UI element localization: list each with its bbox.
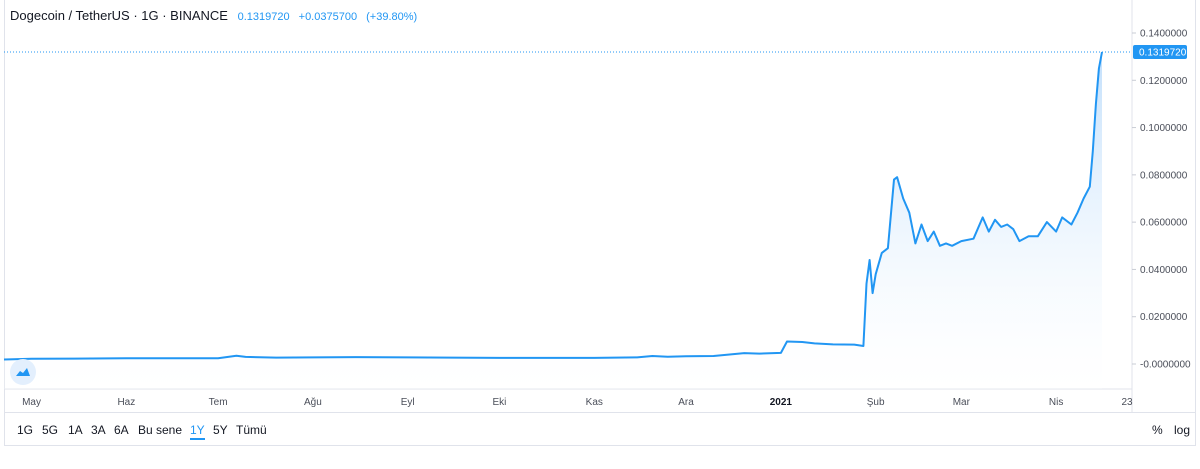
x-tick-label: Haz [117,397,135,408]
range-1a[interactable]: 1A [68,423,83,437]
change-percent: (+39.80%) [366,11,418,23]
range-toolbar: 1G 5G 1A 3A 6A Bu sene 1Y 5Y Tümü % log [4,412,1196,446]
price-area [4,52,1102,389]
x-tick-label: Ara [678,397,694,408]
tradingview-cloud-icon[interactable] [10,359,36,385]
y-tick-label: 0.1200000 [1140,76,1188,87]
x-tick-label: Kas [586,397,603,408]
chart-frame [4,0,1196,446]
percent-scale-button[interactable]: % [1152,423,1163,437]
x-tick-label: Eki [493,397,507,408]
change-value: +0.0375700 [298,11,358,23]
price-line [3,51,1103,361]
range-tumu[interactable]: Tümü [236,423,267,437]
last-value: 0.1319720 [237,11,290,23]
x-tick-label: Eyl [401,397,415,408]
time-axis[interactable]: May Haz Tem Ağu Eyl Eki Kas Ara 2021 Şub Mar Nis 23 [22,397,1133,408]
x-tick-label: 23 [1121,397,1133,408]
y-tick-label: -0.0000000 [1140,360,1191,371]
log-scale-button[interactable]: log [1174,423,1191,437]
price-axis[interactable]: 0.1400000 0.1200000 0.1000000 0.0800000 0.06… [1132,29,1191,371]
symbol-legend: Dogecoin / TetherUS · 1G · BINANCE 0.131… [10,8,423,23]
y-tick-label: 0.0800000 [1140,170,1188,181]
y-tick-label: 0.0400000 [1140,265,1188,276]
x-tick-label: Nis [1049,397,1063,408]
range-5y[interactable]: 5Y [213,423,228,437]
range-1y[interactable]: 1Y [190,423,205,440]
x-tick-label: Tem [209,397,228,408]
x-tick-label: Ağu [304,397,322,408]
range-3a[interactable]: 3A [91,423,106,437]
last-price-tag-text: 0.1319720 [1139,47,1187,58]
last-price-tag: 0.1319720 [1133,44,1187,59]
y-tick-label: 0.1000000 [1140,123,1188,134]
range-bu-sene[interactable]: Bu sene [138,423,183,437]
range-6a[interactable]: 6A [114,423,129,437]
range-1g[interactable]: 1G [17,423,34,437]
y-tick-label: 0.0600000 [1140,218,1188,229]
x-tick-label: 2021 [770,397,793,408]
symbol-title[interactable]: Dogecoin / TetherUS · 1G · BINANCE [10,8,228,23]
price-chart[interactable]: 0.1400000 0.1200000 0.1000000 0.0800000 0.06… [0,0,1200,412]
range-5g[interactable]: 5G [42,423,59,437]
y-tick-label: 0.1400000 [1140,29,1188,40]
x-tick-label: May [22,397,41,408]
x-tick-label: Mar [953,397,971,408]
legend-values: 0.1319720 +0.0375700 (+39.80%) [238,11,424,23]
x-tick-label: Şub [867,397,885,408]
y-tick-label: 0.0200000 [1140,312,1188,323]
